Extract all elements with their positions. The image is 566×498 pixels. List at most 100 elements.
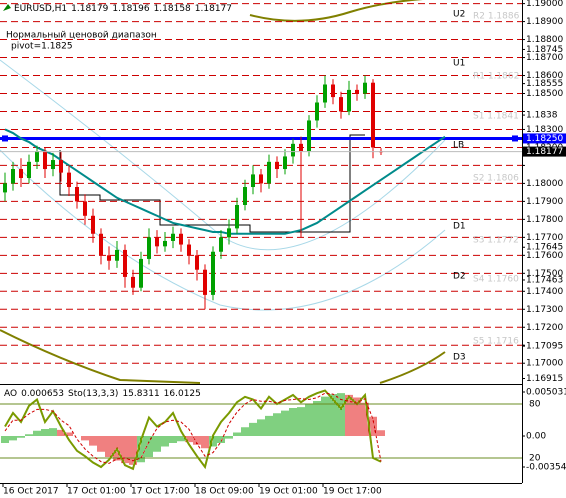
price-label: 1.17200 (526, 323, 563, 333)
candle-body (3, 183, 7, 193)
candle-body (115, 249, 119, 261)
sto-signal-last: 16.0125 (164, 389, 201, 399)
candle-body (259, 174, 263, 184)
candle-body (283, 156, 287, 170)
lower-band-curve (0, 329, 446, 384)
price-label: 1.17900 (526, 197, 563, 207)
price-label: 1.18700 (526, 53, 563, 63)
price-label: 1.17000 (526, 359, 563, 369)
candle-body (227, 228, 231, 238)
time-label: 16 Oct 2017 (3, 487, 59, 497)
bid-label: 1.18177 (526, 147, 563, 157)
price-label: 1.16915 (526, 374, 563, 384)
candle-body (219, 237, 223, 252)
candle-body (19, 169, 23, 179)
time-label: 19 Oct 01:00 (259, 487, 318, 497)
symbol: EURUSD,H1 (14, 4, 67, 14)
candle-body (251, 174, 255, 188)
candle-body (355, 89, 359, 94)
level-label: LB (453, 141, 464, 151)
ao-label: 0.005031 (526, 388, 566, 398)
moving-average (4, 128, 446, 235)
price-label: 1.18555 (526, 79, 563, 89)
low: 1.18158 (154, 4, 191, 14)
candle-body (315, 102, 319, 121)
price-label: 1.17800 (526, 215, 563, 225)
price-label: 1.17500 (526, 269, 563, 279)
price-label: 1.17700 (526, 233, 563, 243)
level-value: R1 1.1862 (473, 72, 519, 82)
candle-body (291, 143, 295, 157)
candle-body (187, 244, 191, 256)
sto-main-last: 15.8311 (122, 389, 159, 399)
open: 1.18179 (71, 4, 108, 14)
close: 1.18177 (195, 4, 232, 14)
ao-last: 0.000653 (21, 389, 64, 399)
level-value: R2 1.1886 (473, 12, 520, 22)
candle-body (27, 161, 31, 179)
candle-body (107, 255, 111, 261)
candle-body (67, 172, 71, 188)
candle-body (299, 143, 303, 152)
sto-label: 20 (529, 454, 541, 464)
candle-body (267, 161, 271, 184)
level-label: D2 (453, 272, 466, 282)
price-label: 1.17095 (526, 342, 563, 352)
price-label: 1.18745 (526, 45, 563, 55)
candle-body (99, 233, 103, 256)
candle-body (307, 120, 311, 152)
sto-label: 80 (529, 400, 541, 410)
candle-body (203, 269, 207, 295)
price-label: 1.17400 (526, 287, 563, 297)
envelope-upper (0, 59, 446, 251)
price-label: 1.17645 (526, 243, 563, 253)
level-label: D3 (453, 353, 466, 363)
price-label: 1.17600 (526, 251, 563, 261)
price-label: 1.18900 (526, 17, 563, 27)
level-label: U1 (453, 59, 465, 69)
price-label: 1.18600 (526, 71, 563, 81)
time-label: 17 Oct 17:00 (131, 487, 190, 497)
candle-body (363, 82, 367, 94)
candle-body (75, 187, 79, 202)
time-label: 17 Oct 01:00 (67, 487, 126, 497)
ao-label: 0.00 (526, 432, 546, 442)
candle-body (51, 160, 55, 170)
time-label: 18 Oct 09:00 (195, 487, 254, 497)
candle-body (339, 97, 343, 112)
candle-body (35, 151, 39, 162)
header-icon (3, 4, 11, 11)
ao-label: -0.003541 (526, 463, 566, 473)
candle-body (243, 187, 247, 205)
pivot-label-bg (523, 133, 566, 144)
price-label: 1.18000 (526, 179, 563, 189)
candle-body (11, 169, 15, 184)
upper-band-curve (249, 0, 424, 22)
pivot-label: 1.18250 (526, 134, 563, 144)
candle-body (91, 215, 95, 234)
candle-body (195, 255, 199, 270)
main-pane (0, 3, 522, 364)
candle-body (235, 204, 239, 229)
candle-body (163, 240, 167, 247)
envelope-lower (0, 149, 446, 311)
high: 1.18196 (112, 4, 149, 14)
level-value: S2 1.1806 (473, 174, 519, 184)
level-value: S5 1.1716 (473, 337, 519, 347)
pivot-text: pivot=1.1825 (11, 42, 73, 52)
price-label: 1.18500 (526, 89, 563, 99)
candle-body (179, 233, 183, 245)
sto-line (4, 392, 382, 464)
candle-body (371, 82, 375, 148)
indicator-title: Нормальный ценовой диапазон (6, 31, 157, 41)
sto-name: Sto(13,3,3) (68, 389, 118, 399)
ao-name: AO (4, 389, 17, 399)
candle-body (147, 237, 151, 259)
price-label: 1.1838 (526, 111, 558, 121)
price-label: 1.18800 (526, 35, 563, 45)
bid-label-bg (523, 146, 566, 157)
level-label: D1 (453, 222, 466, 232)
price-label: 1.17463 (526, 275, 563, 285)
